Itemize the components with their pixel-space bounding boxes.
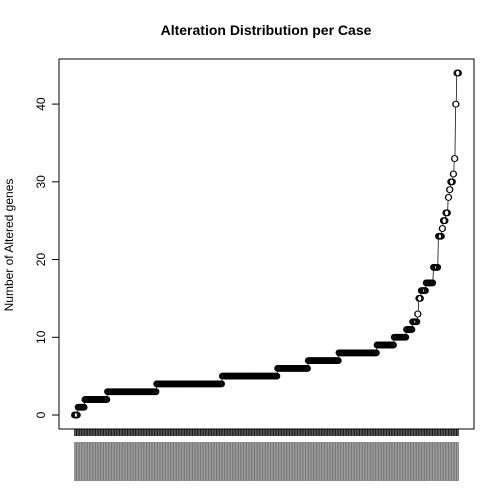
y-tick-label-10: 10 [34,330,48,344]
y-axis: 0 10 20 30 40 [34,97,59,418]
y-tick-label-40: 40 [34,97,48,111]
y-tick-label-30: 30 [34,175,48,189]
data-series [71,70,461,418]
series-line-segment [455,107,456,155]
y-axis-label: Number of Altered genes [2,179,16,312]
x-axis [74,429,458,481]
y-tick-label-20: 20 [34,253,48,267]
chart-title: Alteration Distribution per Case [161,22,372,38]
y-tick-label-0: 0 [34,411,48,418]
